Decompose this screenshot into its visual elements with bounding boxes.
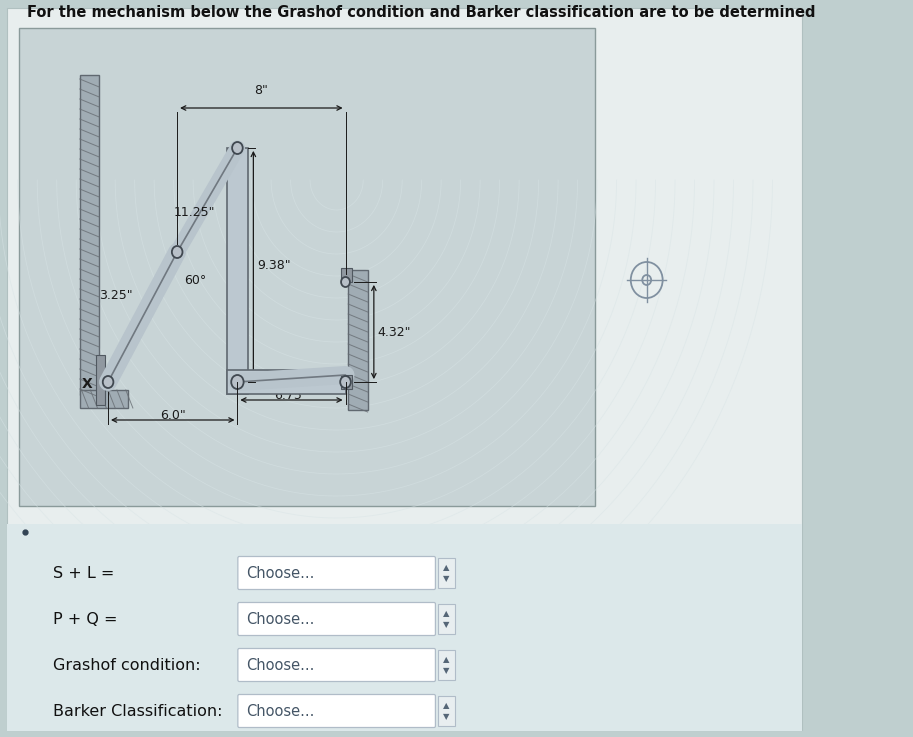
Text: 60°: 60° — [184, 274, 206, 287]
Text: Barker Classification:: Barker Classification: — [53, 704, 223, 719]
Text: Grashof condition:: Grashof condition: — [53, 657, 201, 672]
Bar — [226, 148, 248, 394]
Bar — [437, 558, 456, 588]
Bar — [19, 28, 595, 506]
Text: 8": 8" — [255, 84, 268, 97]
Text: Choose...: Choose... — [247, 657, 315, 672]
Text: P + Q =: P + Q = — [53, 612, 118, 626]
Text: ▼: ▼ — [443, 575, 450, 584]
FancyBboxPatch shape — [238, 556, 436, 590]
Text: 6.0": 6.0" — [160, 409, 185, 422]
FancyBboxPatch shape — [238, 694, 436, 727]
Text: ▲: ▲ — [443, 609, 450, 618]
Text: 9.38": 9.38" — [257, 259, 290, 271]
Bar — [437, 604, 456, 634]
Text: 3.25": 3.25" — [100, 289, 133, 302]
Bar — [226, 370, 345, 394]
Text: ▼: ▼ — [443, 713, 450, 722]
Bar — [341, 268, 352, 282]
Bar — [79, 75, 100, 395]
Text: ▲: ▲ — [443, 655, 450, 665]
Bar — [437, 696, 456, 726]
Circle shape — [341, 277, 350, 287]
Text: Choose...: Choose... — [247, 565, 315, 581]
Bar — [437, 650, 456, 680]
Text: Choose...: Choose... — [247, 704, 315, 719]
Circle shape — [103, 376, 113, 388]
FancyBboxPatch shape — [238, 603, 436, 635]
Text: Choose...: Choose... — [247, 612, 315, 626]
Circle shape — [231, 375, 244, 389]
Bar — [7, 524, 802, 731]
Text: ▲: ▲ — [443, 702, 450, 710]
Bar — [348, 270, 368, 410]
Text: ▼: ▼ — [443, 621, 450, 629]
Circle shape — [232, 142, 243, 154]
Circle shape — [172, 246, 183, 258]
Text: X: X — [81, 377, 92, 391]
Text: ▲: ▲ — [443, 564, 450, 573]
Text: S + L =: S + L = — [53, 565, 114, 581]
Circle shape — [341, 376, 351, 388]
FancyBboxPatch shape — [238, 649, 436, 682]
Bar — [79, 390, 129, 408]
Text: ▼: ▼ — [443, 666, 450, 676]
Text: 11.25": 11.25" — [173, 206, 215, 219]
Text: 6.75": 6.75" — [275, 389, 309, 402]
Bar — [96, 355, 104, 405]
Bar — [341, 375, 352, 389]
Text: For the mechanism below the Grashof condition and Barker classification are to b: For the mechanism below the Grashof cond… — [26, 5, 815, 20]
Text: 4.32": 4.32" — [377, 326, 411, 338]
